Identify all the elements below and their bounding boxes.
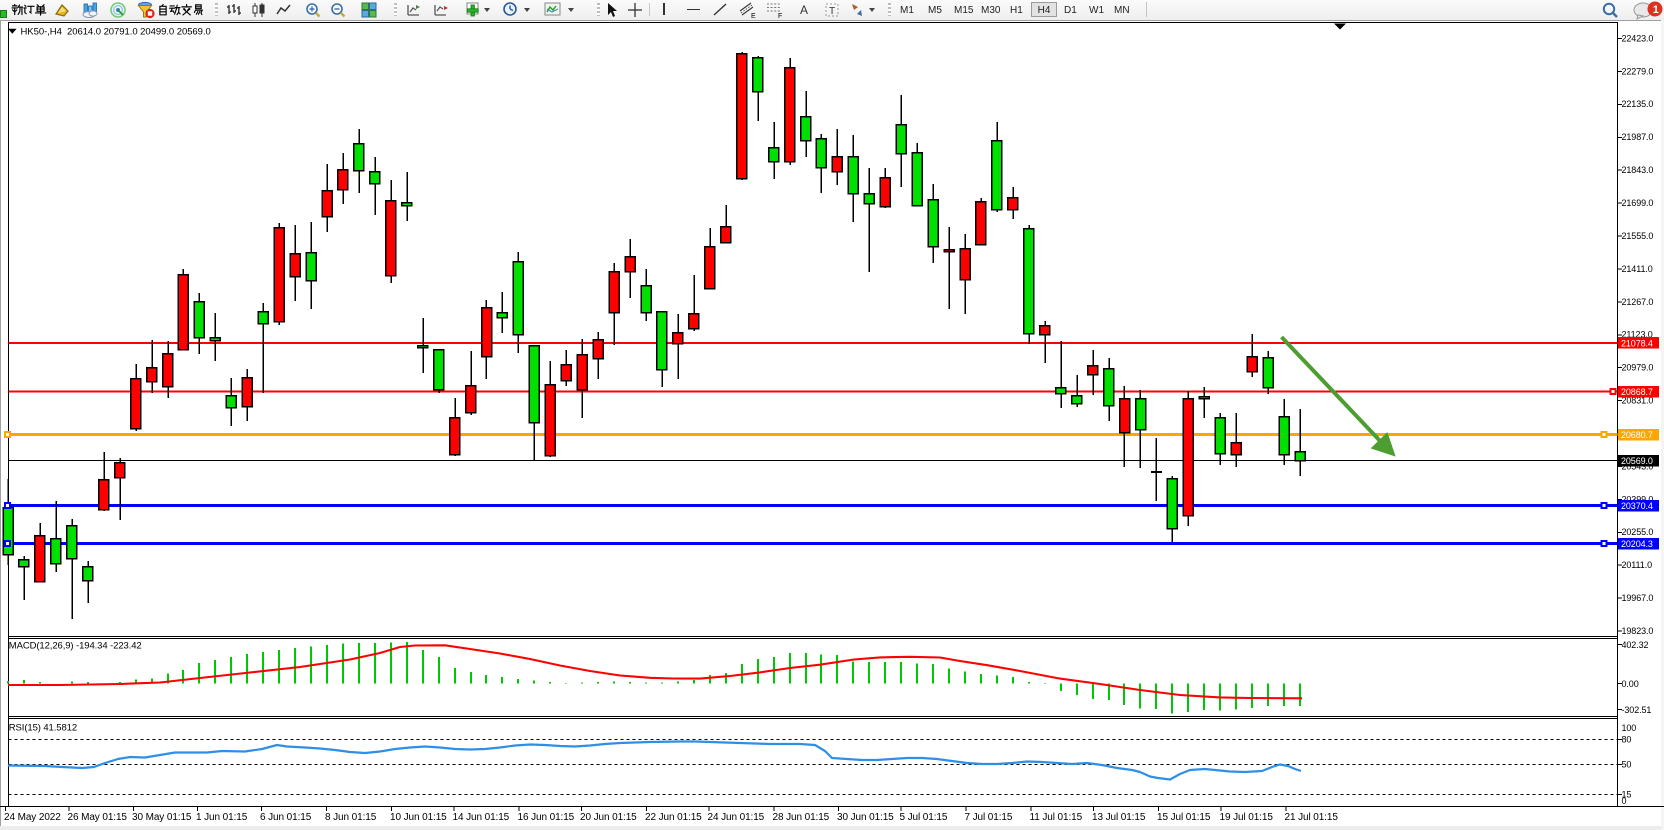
svg-text:30 May 01:15: 30 May 01:15	[132, 812, 192, 823]
svg-text:21267.0: 21267.0	[1622, 297, 1654, 307]
svg-text:24 Jun 01:15: 24 Jun 01:15	[708, 812, 765, 823]
svg-text:15: 15	[1622, 790, 1632, 800]
svg-text:22 Jun 01:15: 22 Jun 01:15	[645, 812, 702, 823]
svg-text:21 Jul 01:15: 21 Jul 01:15	[1285, 812, 1339, 823]
svg-text:20111.0: 20111.0	[1622, 560, 1653, 570]
svg-text:21411.0: 21411.0	[1622, 264, 1653, 274]
svg-text:21078.4: 21078.4	[1621, 338, 1653, 348]
svg-text:19967.0: 19967.0	[1622, 593, 1654, 603]
svg-text:20399.0: 20399.0	[1622, 494, 1654, 504]
svg-text:HK50-,H4 20614.0 20791.0 2049: HK50-,H4 20614.0 20791.0 20499.0 20569.0	[21, 26, 211, 37]
svg-text:MACD(12,26,9) -194.34 -223.42: MACD(12,26,9) -194.34 -223.42	[9, 640, 142, 651]
svg-text:0.00: 0.00	[1622, 679, 1639, 689]
svg-text:6 Jun 01:15: 6 Jun 01:15	[260, 812, 312, 823]
svg-text:50: 50	[1622, 760, 1632, 770]
svg-text:24 May 2022: 24 May 2022	[4, 812, 61, 823]
svg-text:T: T	[829, 6, 835, 17]
svg-text:19 Jul 01:15: 19 Jul 01:15	[1220, 812, 1274, 823]
svg-text:20 Jun 01:15: 20 Jun 01:15	[580, 812, 637, 823]
svg-text:20831.0: 20831.0	[1622, 396, 1654, 406]
svg-text:F: F	[778, 13, 782, 19]
svg-text:26 May 01:15: 26 May 01:15	[68, 812, 128, 823]
svg-text:80: 80	[1622, 735, 1632, 745]
svg-text:-302.51: -302.51	[1622, 705, 1652, 715]
svg-text:21555.0: 21555.0	[1622, 231, 1654, 241]
svg-text:21699.0: 21699.0	[1622, 198, 1654, 208]
svg-text:30 Jun 01:15: 30 Jun 01:15	[837, 812, 894, 823]
svg-text:21843.0: 21843.0	[1622, 165, 1654, 175]
svg-text:20204.3: 20204.3	[1621, 539, 1653, 549]
svg-text:20979.0: 20979.0	[1622, 363, 1654, 373]
svg-text:15 Jul 01:15: 15 Jul 01:15	[1157, 812, 1211, 823]
svg-text:22279.0: 22279.0	[1622, 66, 1654, 76]
svg-text:14 Jun 01:15: 14 Jun 01:15	[453, 812, 510, 823]
svg-text:5 Jul 01:15: 5 Jul 01:15	[900, 812, 948, 823]
svg-text:20868.7: 20868.7	[1621, 387, 1653, 397]
svg-text:28 Jun 01:15: 28 Jun 01:15	[773, 812, 830, 823]
svg-text:11 Jul 01:15: 11 Jul 01:15	[1030, 812, 1083, 823]
svg-text:1: 1	[1653, 4, 1659, 16]
svg-text:7 Jul 01:15: 7 Jul 01:15	[965, 812, 1013, 823]
svg-text:1 Jun 01:15: 1 Jun 01:15	[196, 812, 248, 823]
svg-text:E: E	[751, 13, 756, 19]
svg-text:22135.0: 22135.0	[1622, 99, 1654, 109]
svg-text:402.32: 402.32	[1622, 640, 1649, 650]
svg-text:8 Jun 01:15: 8 Jun 01:15	[325, 812, 377, 823]
svg-text:20255.0: 20255.0	[1622, 527, 1654, 537]
svg-text:20569.0: 20569.0	[1621, 456, 1653, 466]
svg-text:19823.0: 19823.0	[1622, 626, 1654, 636]
svg-text:21123.0: 21123.0	[1622, 330, 1653, 340]
svg-text:10 Jun 01:15: 10 Jun 01:15	[390, 812, 447, 823]
svg-text:22423.0: 22423.0	[1622, 33, 1654, 43]
svg-text:100: 100	[1622, 723, 1637, 733]
svg-text:20680.7: 20680.7	[1621, 430, 1653, 440]
svg-text:13 Jul 01:15: 13 Jul 01:15	[1092, 812, 1146, 823]
svg-text:20370.4: 20370.4	[1621, 501, 1653, 511]
svg-text:RSI(15) 41.5812: RSI(15) 41.5812	[9, 722, 77, 733]
svg-text:16 Jun 01:15: 16 Jun 01:15	[518, 812, 575, 823]
svg-text:20543.0: 20543.0	[1622, 461, 1654, 471]
svg-text:0: 0	[1622, 796, 1627, 806]
svg-text:21987.0: 21987.0	[1622, 132, 1654, 142]
